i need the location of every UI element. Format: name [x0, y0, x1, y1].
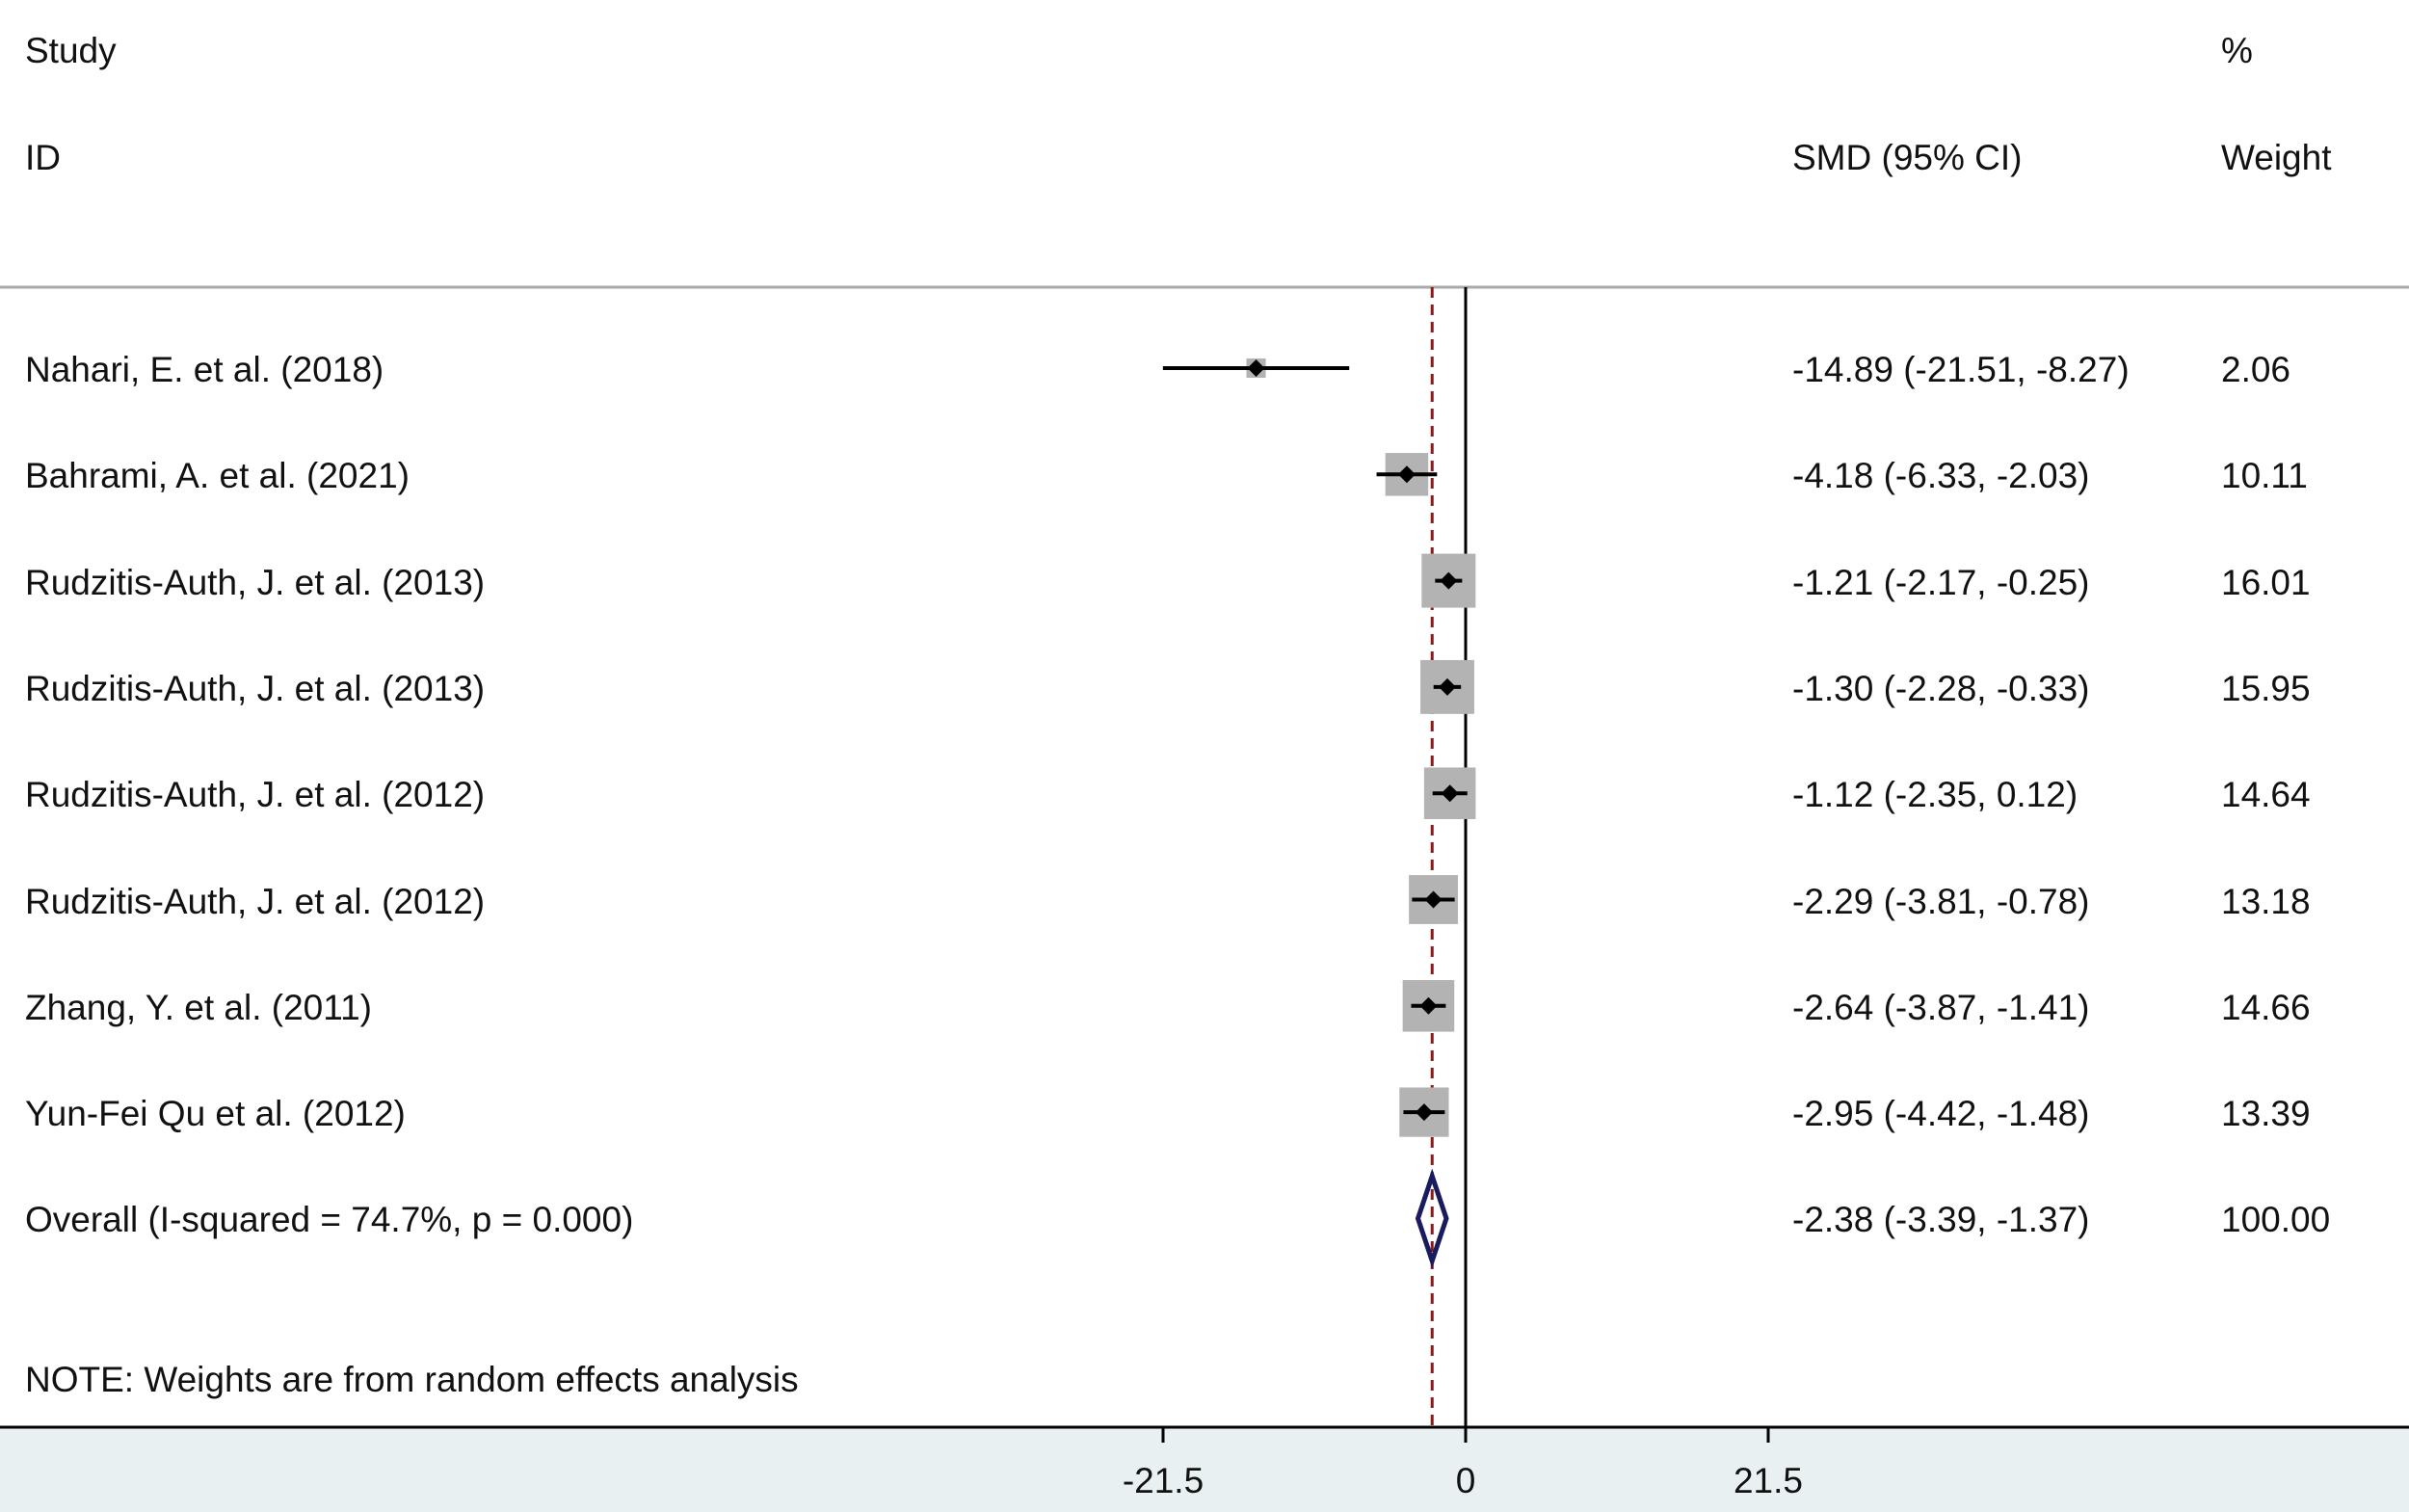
- study-label: Rudzitis-Auth, J. et al. (2012): [25, 775, 486, 815]
- weight-value: 13.39: [2221, 1094, 2311, 1134]
- study-label: Bahrami, A. et al. (2021): [25, 456, 410, 496]
- overall-label: Overall (I-squared = 74.7%, p = 0.000): [25, 1200, 634, 1240]
- weight-value: 2.06: [2221, 350, 2291, 389]
- overall-smd-ci-value: -2.38 (-3.39, -1.37): [1792, 1200, 2090, 1240]
- weight-value: 14.64: [2221, 775, 2311, 815]
- smd-ci-value: -4.18 (-6.33, -2.03): [1792, 456, 2090, 496]
- study-label: Zhang, Y. et al. (2011): [25, 987, 372, 1027]
- weight-value: 10.11: [2221, 456, 2308, 496]
- smd-ci-value: -1.30 (-2.28, -0.33): [1792, 668, 2090, 708]
- point-estimate-marker: [1419, 996, 1438, 1015]
- x-tick-label: -21.5: [1123, 1461, 1204, 1500]
- id-column-header: ID: [25, 138, 61, 177]
- axis-band: [0, 1426, 2409, 1512]
- point-estimate-marker: [1440, 571, 1458, 590]
- study-label: Nahari, E. et al. (2018): [25, 350, 384, 389]
- smd-ci-value: -14.89 (-21.51, -8.27): [1792, 350, 2130, 389]
- smd-ci-value: -1.21 (-2.17, -0.25): [1792, 562, 2090, 602]
- weight-value: 13.18: [2221, 881, 2311, 921]
- point-estimate-marker: [1439, 677, 1457, 696]
- study-label: Rudzitis-Auth, J. et al. (2013): [25, 668, 486, 708]
- smd-ci-value: -2.29 (-3.81, -0.78): [1792, 881, 2090, 921]
- weight-percent-header: %: [2221, 31, 2253, 70]
- weight-value: 16.01: [2221, 562, 2311, 602]
- x-tick-label: 0: [1456, 1461, 1476, 1500]
- study-column-header: Study: [25, 31, 117, 70]
- study-label: Rudzitis-Auth, J. et al. (2013): [25, 562, 486, 602]
- point-estimate-marker: [1415, 1103, 1433, 1122]
- estimate-column-header: SMD (95% CI): [1792, 138, 2023, 177]
- point-estimate-marker: [1424, 890, 1443, 909]
- smd-ci-value: -1.12 (-2.35, 0.12): [1792, 775, 2078, 815]
- overall-weight-value: 100.00: [2221, 1200, 2331, 1240]
- point-estimate-marker: [1247, 359, 1265, 377]
- weight-value: 15.95: [2221, 668, 2311, 708]
- weight-value: 14.66: [2221, 987, 2311, 1027]
- study-label: Rudzitis-Auth, J. et al. (2012): [25, 881, 486, 921]
- overall-diamond: [1415, 1168, 1449, 1269]
- x-tick-label: 21.5: [1734, 1461, 1803, 1500]
- point-estimate-marker: [1441, 784, 1459, 803]
- smd-ci-value: -2.64 (-3.87, -1.41): [1792, 987, 2090, 1027]
- smd-ci-value: -2.95 (-4.42, -1.48): [1792, 1094, 2090, 1134]
- weight-column-header: Weight: [2221, 138, 2332, 177]
- weights-note: NOTE: Weights are from random effects an…: [25, 1360, 799, 1399]
- point-estimate-marker: [1397, 465, 1416, 484]
- study-label: Yun-Fei Qu et al. (2012): [25, 1094, 406, 1134]
